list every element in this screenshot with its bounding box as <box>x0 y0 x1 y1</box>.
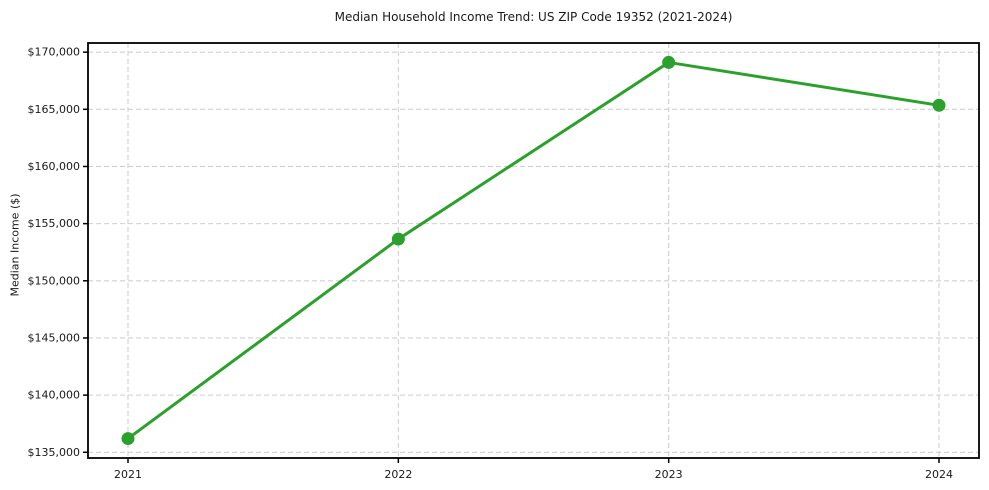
y-tick-label: $150,000 <box>28 274 81 287</box>
y-tick-label: $145,000 <box>28 331 81 344</box>
plot-border <box>87 42 980 459</box>
data-point-marker <box>662 55 676 69</box>
x-tick-label: 2021 <box>114 468 142 481</box>
y-tick-label: $135,000 <box>28 446 81 459</box>
income-trend-line <box>126 60 941 441</box>
data-point-marker <box>121 432 135 446</box>
y-tick-label: $165,000 <box>28 103 81 116</box>
chart-title: Median Household Income Trend: US ZIP Co… <box>334 10 733 24</box>
y-axis-label: Median Income ($) <box>8 193 22 297</box>
x-tick-label: 2023 <box>655 468 683 481</box>
data-point-marker <box>391 232 405 246</box>
x-tick-label: 2022 <box>384 468 412 481</box>
y-tick-label: $160,000 <box>28 160 81 173</box>
data-point-marker <box>932 98 946 112</box>
y-tick-label: $140,000 <box>28 389 81 402</box>
y-tick-label: $155,000 <box>28 217 81 230</box>
x-tick-label: 2024 <box>925 468 953 481</box>
y-tick-label: $170,000 <box>28 46 81 59</box>
